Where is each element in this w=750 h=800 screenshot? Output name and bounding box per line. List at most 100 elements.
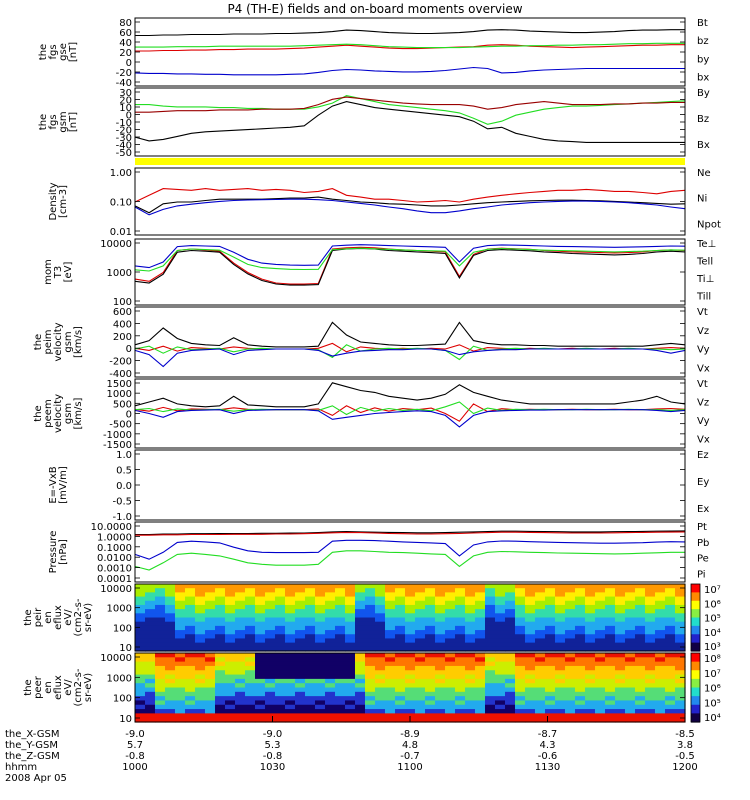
panel-frame [134, 449, 686, 521]
spectrogram-cell [305, 584, 316, 589]
y-axis-label-line: mom [43, 259, 54, 285]
spectrogram-cell [165, 700, 176, 706]
legend-entry: Ex [697, 504, 709, 515]
spectrogram-cell [655, 691, 666, 697]
spectrogram-cell [555, 696, 566, 702]
spectrogram-cell [195, 634, 206, 640]
spectrogram-cell [255, 674, 266, 680]
spectrogram-cell [325, 625, 336, 631]
spectrogram-cell [415, 638, 426, 644]
spectrogram-cell [245, 646, 256, 652]
colorbar-cell [691, 617, 700, 621]
spectrogram-cell [415, 670, 426, 676]
spectrogram-cell [155, 613, 166, 619]
spectrogram-cell [225, 621, 236, 627]
spectrogram-cell [255, 630, 266, 635]
spectrogram-cell [245, 609, 256, 614]
series-line-by [135, 42, 685, 49]
spectrogram-cell [485, 604, 496, 610]
spectrogram-cell [295, 584, 306, 589]
spectrogram-cell [455, 638, 466, 644]
spectrogram-cell [335, 604, 346, 610]
spectrogram-cell [185, 638, 196, 644]
spectrogram-cell [225, 683, 236, 689]
spectrogram-cell [545, 700, 556, 706]
spectrogram-cell [565, 683, 576, 689]
spectrogram-cell [675, 661, 686, 667]
y-axis-label-line: sr-eV) [83, 603, 94, 632]
spectrogram-cell [165, 592, 176, 598]
spectrogram-cell [245, 634, 256, 640]
spectrogram-cell [335, 638, 346, 644]
legend-entry: Vt [697, 307, 708, 318]
y-tick-label: 1.0 [116, 450, 132, 461]
spectrogram-cell [645, 713, 656, 719]
spectrogram-cell [645, 661, 656, 667]
spectrogram-cell [495, 717, 506, 723]
spectrogram-cell [655, 604, 666, 610]
spectrogram-cell [315, 584, 326, 589]
y-tick-label: -10 [116, 118, 132, 129]
spectrogram-cell [615, 691, 626, 697]
spectrogram-cell [495, 678, 506, 684]
spectrogram-cell [505, 657, 516, 663]
spectrogram-cell [445, 687, 456, 693]
spectrogram-cell [205, 609, 216, 614]
spectrogram-cell [335, 653, 346, 658]
colorbar-cell [691, 664, 700, 668]
spectrogram-cell [395, 634, 406, 640]
spectrogram-cell [475, 704, 486, 710]
spectrogram-cell [435, 709, 446, 714]
spectrogram-cell [135, 596, 146, 602]
spectrogram-cell [395, 657, 406, 663]
spectrogram-cell [535, 588, 546, 593]
spectrogram-cell [135, 670, 146, 676]
spectrogram-cell [135, 674, 146, 680]
spectrogram-cell [555, 678, 566, 684]
spectrogram-cell [525, 613, 536, 619]
spectrogram-cell [555, 609, 566, 614]
spectrogram-cell [455, 613, 466, 619]
colorbar-cell [691, 701, 700, 706]
spectrogram-cell [365, 642, 376, 648]
spectrogram-cell [625, 704, 636, 710]
colorbar-cell [691, 704, 700, 709]
spectrogram-cell [485, 592, 496, 598]
spectrogram-cell [175, 657, 186, 663]
spectrogram-cell [245, 630, 256, 635]
spectrogram-cell [495, 674, 506, 680]
spectrogram-cell [475, 600, 486, 606]
spectrogram-cell [295, 687, 306, 693]
spectrogram-cell [145, 609, 156, 614]
spectrogram-cell [565, 674, 576, 680]
spectrogram-cell [175, 713, 186, 719]
spectrogram-cell [385, 617, 396, 623]
spectrogram-cell [555, 661, 566, 667]
spectrogram-cell [165, 657, 176, 663]
spectrogram-cell [295, 696, 306, 702]
spectrogram-cell [515, 704, 526, 710]
spectrogram-cell [675, 621, 686, 627]
y-axis-label-line: the [23, 609, 34, 625]
spectrogram-cell [295, 713, 306, 719]
spectrogram-cell [305, 646, 316, 652]
spectrogram-cell [645, 588, 656, 593]
colorbar-cell [691, 693, 700, 697]
spectrogram-cell [395, 709, 406, 714]
spectrogram-cell [485, 625, 496, 631]
spectrogram-cell [175, 653, 186, 658]
panel-frame [134, 378, 686, 449]
spectrogram-cell [605, 700, 616, 706]
spectrogram-cell [635, 638, 646, 644]
spectrogram-cell [445, 646, 456, 652]
spectrogram-cell [545, 625, 556, 631]
spectrogram-cell [145, 604, 156, 610]
spectrogram-cell [535, 704, 546, 710]
colorbar-cell [691, 653, 700, 657]
spectrogram-cell [435, 613, 446, 619]
spectrogram-cell [215, 713, 226, 719]
spectrogram-cell [605, 709, 616, 714]
spectrogram-cell [235, 653, 246, 658]
spectrogram-cell [485, 674, 496, 680]
